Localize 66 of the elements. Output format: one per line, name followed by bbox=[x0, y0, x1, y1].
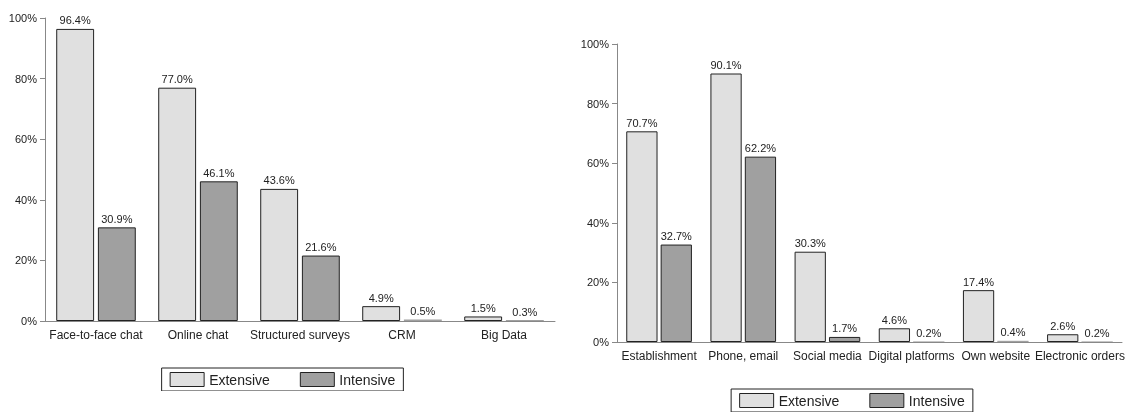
data-label: 0.3% bbox=[512, 305, 538, 318]
data-label: 0.2% bbox=[1084, 326, 1110, 339]
data-label: 17.4% bbox=[962, 275, 995, 288]
data-label: 4.9% bbox=[368, 291, 394, 304]
y-tick-label: 40% bbox=[586, 216, 610, 229]
x-tick-label: Electronic orders bbox=[1034, 349, 1125, 363]
bar bbox=[464, 316, 503, 321]
bar bbox=[1047, 334, 1079, 342]
bar bbox=[744, 156, 777, 342]
data-label: 70.7% bbox=[626, 116, 658, 129]
data-label: 1.7% bbox=[832, 322, 858, 335]
bar bbox=[199, 181, 238, 321]
x-tick-label: Structured surveys bbox=[249, 328, 351, 342]
data-label: 21.6% bbox=[305, 241, 337, 254]
data-label: 43.6% bbox=[263, 174, 295, 187]
data-label: 62.2% bbox=[744, 142, 777, 155]
bar bbox=[794, 251, 826, 342]
bar bbox=[660, 244, 692, 342]
bar bbox=[97, 227, 136, 321]
x-tick-label: Face-to-face chat bbox=[49, 328, 144, 342]
bar bbox=[260, 188, 299, 321]
y-tick-label: 100% bbox=[580, 38, 610, 50]
data-label: 90.1% bbox=[710, 59, 742, 71]
x-tick-label: Own website bbox=[961, 349, 1031, 363]
bar bbox=[158, 87, 197, 321]
y-tick-label: 0% bbox=[21, 315, 38, 327]
bar bbox=[362, 306, 401, 321]
bar bbox=[56, 28, 95, 321]
x-tick-label: Digital platforms bbox=[868, 349, 955, 363]
y-tick-label: 80% bbox=[586, 97, 610, 110]
y-tick-label: 60% bbox=[586, 157, 610, 170]
bar bbox=[878, 328, 911, 342]
data-label: 1.5% bbox=[470, 301, 496, 314]
y-tick-label: 20% bbox=[14, 254, 38, 267]
data-label: 0.2% bbox=[916, 326, 942, 339]
y-tick-label: 40% bbox=[14, 193, 38, 206]
data-label: 77.0% bbox=[161, 73, 193, 86]
data-label: 2.6% bbox=[1050, 319, 1076, 332]
data-label: 0.5% bbox=[410, 304, 436, 317]
data-label: 0.4% bbox=[1000, 326, 1026, 339]
data-label: 46.1% bbox=[203, 166, 235, 179]
x-tick-label: Establishment bbox=[621, 349, 698, 363]
x-tick-label: Social media bbox=[793, 349, 863, 363]
x-tick-label: Big Data bbox=[480, 328, 528, 342]
data-label: 96.4% bbox=[59, 14, 91, 27]
legend-label: Extensive bbox=[209, 371, 271, 388]
data-label: 30.3% bbox=[794, 237, 827, 250]
y-tick-label: 20% bbox=[586, 276, 610, 289]
bar bbox=[962, 290, 995, 342]
legend-label: Intensive bbox=[908, 392, 966, 409]
bar bbox=[710, 73, 742, 342]
bar bbox=[626, 131, 658, 342]
data-label: 32.7% bbox=[660, 230, 693, 243]
bar bbox=[828, 336, 861, 342]
data-label: 4.6% bbox=[881, 313, 908, 326]
y-tick-label: 100% bbox=[8, 12, 38, 24]
y-tick-label: 80% bbox=[14, 72, 38, 85]
y-tick-label: 60% bbox=[14, 133, 38, 146]
y-tick-label: 0% bbox=[593, 336, 610, 348]
bar bbox=[301, 255, 340, 321]
legend-label: Intensive bbox=[339, 371, 396, 388]
x-tick-label: CRM bbox=[388, 328, 416, 342]
x-tick-label: Phone, email bbox=[708, 349, 779, 363]
x-tick-label: Online chat bbox=[167, 328, 230, 342]
legend-label: Extensive bbox=[778, 392, 840, 409]
data-label: 30.9% bbox=[101, 212, 133, 225]
